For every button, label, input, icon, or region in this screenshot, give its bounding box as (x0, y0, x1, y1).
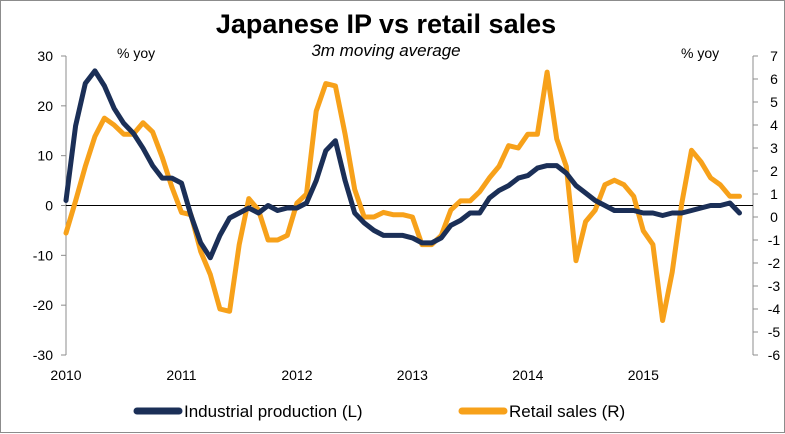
legend: Industrial production (L) Retail sales (… (133, 402, 625, 421)
x-tick-labels: 2010 2011 2012 2013 2014 2015 (50, 367, 659, 383)
legend-label-ip: Industrial production (L) (184, 402, 363, 421)
right-tick-labels: 7 6 5 4 3 2 1 0 -1 -2 -3 -4 -5 -6 (768, 48, 781, 363)
series-line-retail-sales (63, 69, 742, 323)
chart-subtitle: 3m moving average (311, 41, 460, 60)
series-layer (63, 68, 742, 323)
right-tick-label: 4 (770, 117, 778, 133)
left-tick-label: 30 (37, 48, 53, 64)
x-tick-label: 2011 (166, 367, 196, 383)
left-tick-label: 0 (45, 198, 53, 214)
right-tick-label: -2 (768, 255, 781, 271)
left-tick-label: -20 (33, 297, 53, 313)
chart-title: Japanese IP vs retail sales (216, 9, 556, 39)
right-tick-label: 0 (770, 209, 778, 225)
left-tick-labels: 30 20 10 0 -10 -20 -30 (33, 48, 53, 363)
right-tick-label: -4 (768, 301, 781, 317)
right-axis-unit: % yoy (681, 45, 719, 61)
legend-label-retail: Retail sales (R) (509, 402, 625, 421)
right-tick-label: 1 (770, 186, 778, 202)
chart-axes (61, 55, 758, 356)
right-tick-label: 7 (770, 48, 778, 64)
right-tick-label: -1 (768, 232, 781, 248)
right-tick-label: -3 (768, 278, 781, 294)
right-tick-label: 2 (770, 163, 778, 179)
left-tick-label: 20 (37, 98, 53, 114)
left-tick-label: -10 (33, 247, 53, 263)
x-tick-label: 2015 (628, 367, 659, 383)
right-tick-label: -6 (768, 347, 781, 363)
right-tick-label: -5 (768, 324, 781, 340)
right-tick-label: 5 (770, 94, 778, 110)
x-tick-label: 2013 (397, 367, 428, 383)
x-tick-label: 2012 (281, 367, 312, 383)
right-tick-label: 6 (770, 71, 778, 87)
left-tick-label: 10 (37, 148, 53, 164)
series-line-industrial-production (63, 68, 742, 261)
x-tick-label: 2014 (512, 367, 543, 383)
left-tick-label: -30 (33, 347, 53, 363)
x-tick-label: 2010 (50, 367, 81, 383)
right-tick-label: 3 (770, 140, 778, 156)
left-axis-unit: % yoy (117, 45, 155, 61)
